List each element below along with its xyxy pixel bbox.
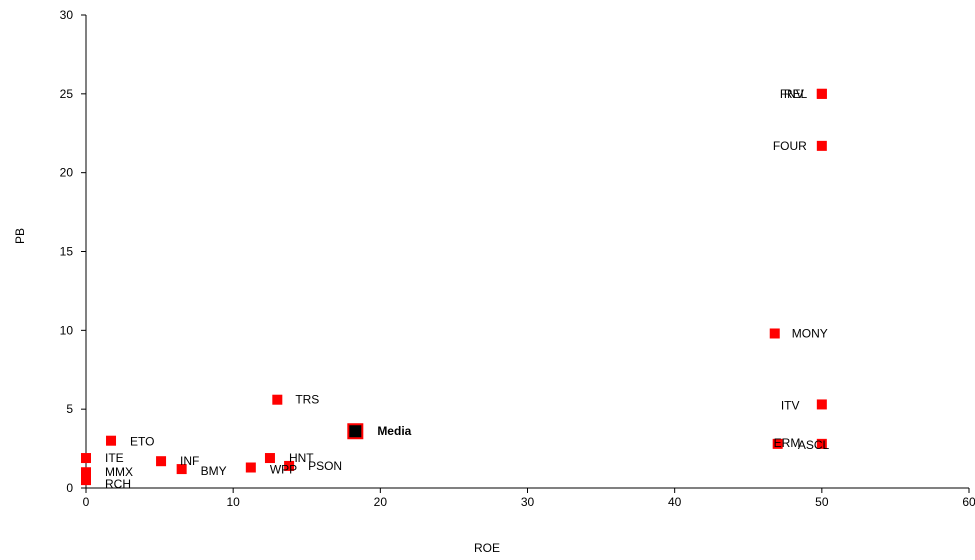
- data-point-marker: [81, 453, 91, 464]
- x-tick-label: 60: [962, 495, 975, 509]
- axes: [85, 15, 969, 489]
- data-point-marker: [272, 394, 283, 405]
- point-label-rel: REL: [784, 87, 808, 101]
- x-tick-label: 40: [668, 495, 682, 509]
- y-tick-label: 15: [60, 245, 74, 259]
- data-point-marker: [772, 438, 783, 449]
- x-ticks: 0 10 20 30 40 50 60: [83, 488, 975, 509]
- highlight-marker: [349, 425, 362, 438]
- y-tick-label: 30: [60, 8, 74, 22]
- point-label-rch: RCH: [105, 477, 131, 491]
- data-point-marker: [245, 462, 256, 473]
- data-point-marker: [264, 453, 275, 464]
- x-axis-title: ROE: [474, 541, 500, 555]
- data-point-marker: [106, 435, 117, 446]
- point-label-trs: TRS: [295, 393, 319, 407]
- x-tick-label: 0: [83, 495, 90, 509]
- y-tick-label: 25: [60, 87, 74, 101]
- point-label-fnv: FNV: [780, 87, 804, 101]
- data-point-marker: [81, 467, 91, 478]
- point-label-four: FOUR: [773, 139, 807, 153]
- y-ticks: 0 5 10 15 20 25 30: [60, 8, 86, 495]
- data-point-marker: [176, 464, 187, 475]
- point-label-inf: INF: [180, 454, 199, 468]
- data-point-marker: [816, 399, 827, 410]
- data-point-marker: [769, 328, 780, 339]
- point-label-mmx: MMX: [105, 465, 133, 479]
- x-tick-label: 30: [521, 495, 535, 509]
- point-label-hnt: HNT: [289, 451, 314, 465]
- point-label-eto: ETO: [130, 435, 154, 449]
- data-point-marker: [156, 456, 167, 467]
- y-tick-label: 20: [60, 166, 74, 180]
- x-tick-label: 50: [815, 495, 829, 509]
- data-point-marker: [816, 88, 827, 99]
- data-point-marker: [284, 460, 295, 471]
- x-tick-label: 20: [374, 495, 388, 509]
- point-label-mony: MONY: [792, 326, 828, 340]
- point-label-pson: PSON: [308, 459, 342, 473]
- y-tick-label: 10: [60, 323, 74, 337]
- point-label-ite: ITE: [105, 451, 124, 465]
- data-points: [81, 88, 827, 486]
- point-label-bmy: BMY: [201, 464, 227, 478]
- point-label-erm: ERM: [774, 436, 801, 450]
- x-tick-label: 10: [226, 495, 240, 509]
- data-point-marker: [816, 140, 827, 151]
- point-label-ascl: ASCL: [798, 438, 830, 452]
- y-axis-title: PB: [13, 228, 27, 244]
- point-label-wpp: WPP: [270, 463, 297, 477]
- y-tick-label: 0: [66, 481, 73, 495]
- data-point-marker: [816, 438, 827, 449]
- data-point-marker: [81, 475, 91, 486]
- point-label-media: Media: [377, 424, 411, 438]
- point-label-itv: ITV: [781, 398, 800, 412]
- y-tick-label: 5: [66, 402, 73, 416]
